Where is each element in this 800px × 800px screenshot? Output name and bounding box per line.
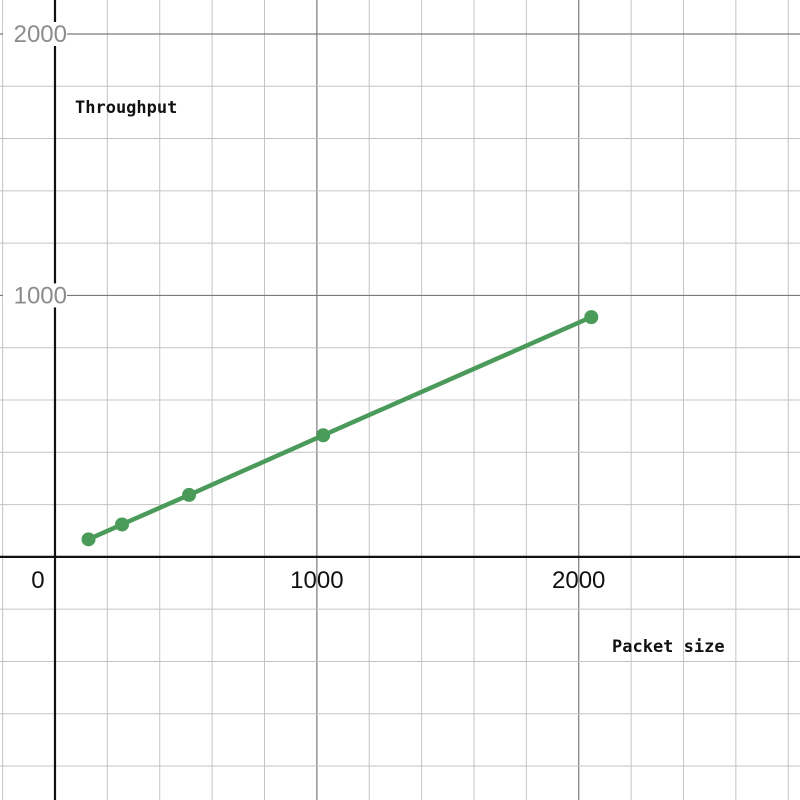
y-tick-label: 2000 <box>14 21 67 48</box>
data-point <box>584 310 599 325</box>
y-tick-label-background <box>3 283 67 308</box>
data-point <box>316 428 331 443</box>
x-axis-title: Packet size <box>612 637 725 657</box>
x-tick-label: 2000 <box>552 567 605 594</box>
series-line <box>86 314 594 542</box>
y-tick-label: 1000 <box>14 282 67 309</box>
data-point <box>182 487 197 502</box>
series-layer <box>81 310 599 547</box>
x-tick-label: 0 <box>31 567 44 594</box>
data-point <box>81 532 96 547</box>
data-point <box>115 517 130 532</box>
y-tick-label-background <box>3 21 67 46</box>
y-axis-title: Throughput <box>75 98 177 118</box>
tick-labels: 0 1000 2000 1000 2000 <box>3 21 605 594</box>
x-tick-label: 1000 <box>290 567 343 594</box>
